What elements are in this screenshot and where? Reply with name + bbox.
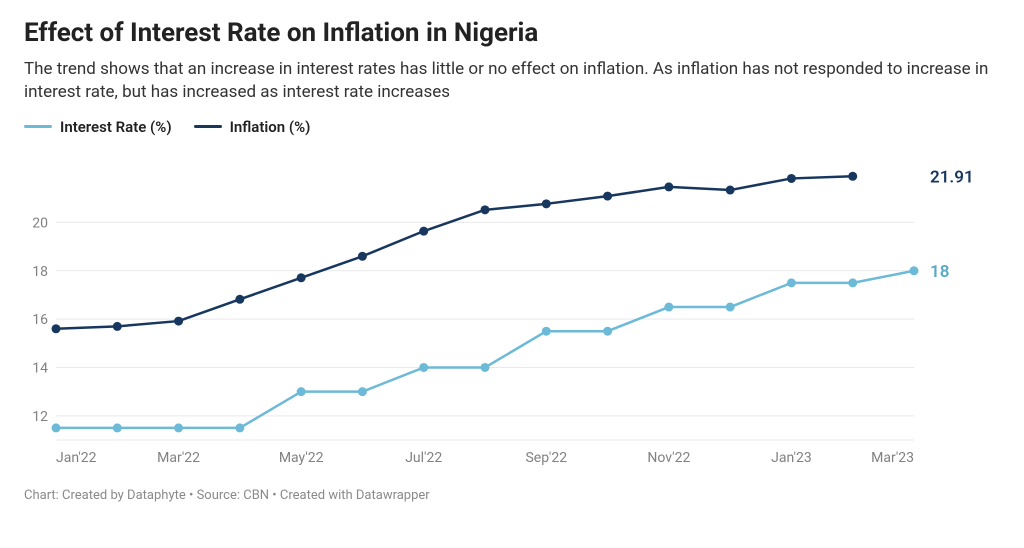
series-line-interest-rate [56, 271, 914, 428]
series-point-inflation [787, 174, 796, 183]
series-point-interest-rate [603, 327, 612, 336]
series-point-interest-rate [358, 387, 367, 396]
x-tick-label: Mar'22 [157, 450, 200, 466]
series-end-label-inflation: 21.91 [930, 167, 974, 187]
series-end-label-interest-rate: 18 [930, 262, 949, 282]
x-tick-label: Mar'23 [871, 450, 914, 466]
legend-label-inflation: Inflation (%) [230, 118, 311, 136]
line-chart-svg: 12 14 16 18 20 Jan'22 Mar'22 May'22 Jul'22 Sep'22… [24, 144, 1000, 474]
legend-label-interest-rate: Interest Rate (%) [60, 118, 172, 136]
series-point-inflation [235, 295, 244, 304]
series-point-inflation [726, 185, 735, 194]
series-point-interest-rate [848, 278, 857, 287]
series-point-interest-rate [174, 423, 183, 432]
series-point-interest-rate [542, 327, 551, 336]
x-tick-label: May'22 [279, 450, 324, 466]
series-point-inflation [419, 227, 428, 236]
x-tick-label: Nov'22 [647, 450, 690, 466]
legend-swatch-inflation [194, 125, 222, 128]
series-point-inflation [848, 172, 857, 181]
series-point-inflation [481, 205, 490, 214]
legend-item-interest-rate: Interest Rate (%) [24, 118, 172, 136]
chart-area: 12 14 16 18 20 Jan'22 Mar'22 May'22 Jul'22 Sep'22… [24, 144, 1000, 478]
y-tick-label: 18 [32, 264, 48, 280]
series-point-interest-rate [910, 266, 919, 275]
x-tick-label: Jan'23 [771, 450, 812, 466]
y-tick-label: 16 [32, 312, 48, 328]
series-point-interest-rate [235, 423, 244, 432]
y-tick-label: 14 [32, 360, 48, 376]
series-point-interest-rate [297, 387, 306, 396]
legend-swatch-interest-rate [24, 125, 52, 128]
series-point-interest-rate [113, 423, 122, 432]
x-tick-label: Jan'22 [56, 450, 97, 466]
series-point-interest-rate [726, 302, 735, 311]
x-tick-label: Jul'22 [405, 450, 442, 466]
chart-subtitle: The trend shows that an increase in inte… [24, 58, 1000, 104]
series-point-inflation [52, 324, 61, 333]
series-point-inflation [664, 182, 673, 191]
chart-footer: Chart: Created by Dataphyte • Source: CB… [24, 488, 1000, 503]
series-point-interest-rate [52, 423, 61, 432]
series-point-inflation [297, 273, 306, 282]
series-point-inflation [603, 191, 612, 200]
series-point-inflation [113, 322, 122, 331]
legend-item-inflation: Inflation (%) [194, 118, 311, 136]
series-point-inflation [542, 199, 551, 208]
series-point-interest-rate [787, 278, 796, 287]
series-point-inflation [174, 316, 183, 325]
x-tick-label: Sep'22 [525, 450, 567, 466]
legend: Interest Rate (%) Inflation (%) [24, 118, 1000, 136]
series-point-interest-rate [481, 363, 490, 372]
series-point-interest-rate [419, 363, 428, 372]
series-point-interest-rate [664, 302, 673, 311]
y-tick-label: 20 [32, 215, 48, 231]
chart-title: Effect of Interest Rate on Inflation in … [24, 18, 1000, 48]
series-point-inflation [358, 252, 367, 261]
y-tick-label: 12 [32, 409, 48, 425]
